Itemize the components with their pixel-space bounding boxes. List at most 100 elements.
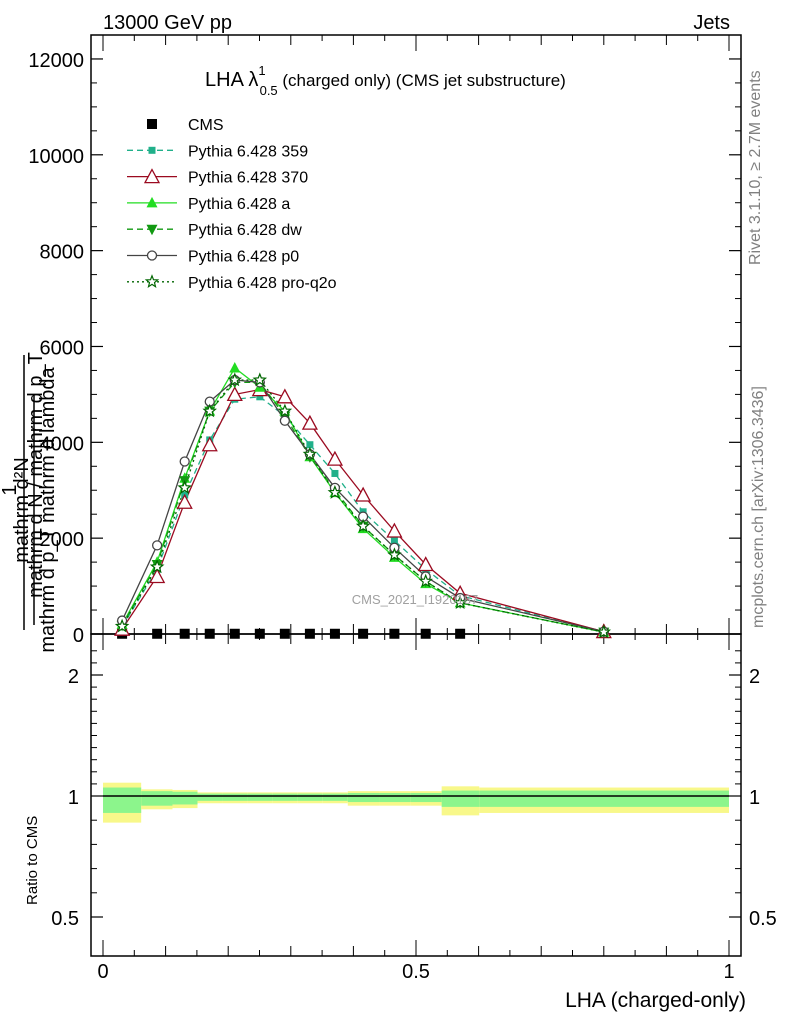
data-point-pythia-6-428-370 (326, 450, 344, 466)
legend-marker (144, 274, 160, 289)
plot-title: LHA λ1 0.5 (charged only) (CMS jet substr… (205, 63, 566, 98)
data-point-cms (204, 628, 215, 639)
ratio-ytick-label-right: 0.5 (749, 908, 777, 930)
data-point-cms (179, 628, 190, 639)
data-point-cms (304, 628, 315, 639)
legend-item-pythia-6-428-359: Pythia 6.428 359 (127, 143, 308, 160)
mcplots-label: mcplots.cern.ch [arXiv:1306.3436] (750, 386, 767, 628)
ratio-band-inner (322, 793, 348, 801)
ratio-yticks: 0.5 0.5 1 1 2 2 (51, 650, 777, 930)
main-ytick-label: 4000 (40, 433, 85, 455)
legend-marker (146, 196, 158, 208)
legend-item-pythia-6-428-a: Pythia 6.428 a (127, 196, 290, 213)
data-point-cms (389, 628, 400, 639)
main-ytick-label: 12000 (28, 50, 84, 72)
plot-title-rest: (charged only) (CMS jet substructure) (278, 71, 566, 90)
legend-marker (146, 224, 158, 236)
legend-label: Pythia 6.428 a (188, 196, 290, 213)
ratio-band-inner (222, 793, 248, 801)
ylabel-den: mathrm d p_T mathrm d lambda (37, 366, 59, 652)
series-line-pythia-6-428-dw (121, 381, 604, 633)
legend-item-pythia-6-428-p0: Pythia 6.428 p0 (127, 249, 299, 266)
ylabel-num2: 1 (0, 484, 21, 495)
ratio-band-inner (172, 791, 198, 805)
data-point-pythia-6-428-pro-q2o (177, 480, 192, 495)
legend-label: CMS (188, 117, 224, 134)
data-point-pythia-6-428-359 (390, 537, 398, 545)
x-axis-label: LHA (charged-only) (565, 989, 746, 1012)
ratio-band-inner (379, 792, 411, 803)
data-point-pythia-6-428-359 (331, 469, 339, 477)
ratio-band-inner (347, 792, 380, 803)
data-point-cms (229, 628, 240, 639)
data-point-pythia-6-428-370 (417, 556, 434, 572)
header-left: 13000 GeV pp (103, 12, 232, 34)
legend-label: Pythia 6.428 370 (188, 170, 308, 187)
data-point-pythia-6-428-pro-q2o (387, 547, 402, 562)
legend-item-pythia-6-428-pro-q2o: Pythia 6.428 pro-q2o (127, 274, 337, 292)
data-point-pythia-6-428-pro-q2o (327, 484, 343, 499)
main-xticks (102, 35, 730, 634)
main-ytick-label: 6000 (40, 337, 85, 359)
main-ytick-label: 0 (73, 625, 84, 647)
series-line-pythia-6-428-370 (121, 388, 604, 633)
ratio-band-inner (272, 793, 298, 801)
legend: CMS Pythia 6.428 359 Pythia 6.428 370 Pythi… (127, 117, 337, 292)
data-point-pythia-6-428-pro-q2o (114, 618, 130, 633)
data-point-cms (329, 628, 340, 639)
data-point-cms (254, 628, 265, 639)
legend-label: Pythia 6.428 dw (188, 222, 302, 239)
ylabel-den2: mathrm d N / mathrm d p_T (25, 352, 47, 598)
legend-label: Pythia 6.428 359 (188, 143, 308, 160)
data-point-pythia-6-428-pro-q2o (596, 624, 612, 639)
legend-label: Pythia 6.428 p0 (188, 249, 299, 266)
ratio-band-inner (410, 792, 442, 803)
data-point-pythia-6-428-370 (226, 386, 243, 402)
data-point-pythia-6-428-pro-q2o (418, 573, 433, 588)
header-right: Jets (693, 12, 730, 34)
ratio-band-inner (247, 793, 273, 801)
main-ytick-label: 10000 (28, 146, 84, 168)
data-point-pythia-6-428-370 (149, 568, 166, 584)
ratio-xtick-label: 0.5 (402, 961, 430, 983)
series-markers (114, 362, 612, 639)
data-point-pythia-6-428-pro-q2o (355, 518, 371, 533)
series-line-pythia-6-428-p0 (121, 379, 604, 633)
data-point-pythia-6-428-359 (256, 393, 264, 401)
ratio-ytick-label-right: 2 (749, 666, 760, 688)
data-point-pythia-6-428-pro-q2o (277, 403, 293, 418)
data-point-pythia-6-428-p0 (279, 415, 291, 426)
ratio-ylabel: Ratio to CMS (24, 816, 41, 905)
ratio-xtick-label: 1 (723, 961, 734, 983)
legend-marker (143, 168, 161, 184)
main-ytick-label: 2000 (40, 529, 85, 551)
legend-marker (146, 250, 158, 261)
ratio-ytick-label: 0.5 (51, 908, 79, 930)
data-point-pythia-6-428-pro-q2o (149, 559, 165, 574)
data-point-cms (152, 628, 163, 639)
legend-marker (147, 119, 157, 129)
main-yticks: 0 2000 4000 6000 8000 10000 12000 (28, 34, 741, 647)
legend-marker (148, 146, 156, 154)
ratio-band-inner (441, 790, 480, 807)
ratio-ytick-label: 2 (68, 666, 79, 688)
ratio-band-inner (479, 790, 729, 807)
ratio-ytick-label-right: 1 (749, 787, 760, 809)
data-point-cms (279, 628, 290, 639)
data-point-pythia-6-428-pro-q2o (452, 595, 468, 610)
data-point-pythia-6-428-370 (301, 414, 318, 430)
data-point-pythia-6-428-pro-q2o (252, 372, 268, 387)
data-point-pythia-6-428-a (229, 362, 241, 373)
plot-title-sup: 1 (258, 63, 265, 78)
ratio-band-inner (297, 793, 323, 801)
data-point-pythia-6-428-370 (276, 388, 293, 404)
ratio-band-inner (141, 791, 173, 806)
data-point-pythia-6-428-p0 (151, 540, 163, 551)
data-point-pythia-6-428-370 (201, 436, 218, 452)
data-point-pythia-6-428-370 (355, 486, 372, 502)
legend-item-pythia-6-428-370: Pythia 6.428 370 (127, 168, 308, 187)
watermark: CMS_2021_I1920187 (352, 592, 479, 607)
legend-item-pythia-6-428-dw: Pythia 6.428 dw (127, 222, 302, 239)
data-point-pythia-6-428-370 (386, 522, 403, 538)
